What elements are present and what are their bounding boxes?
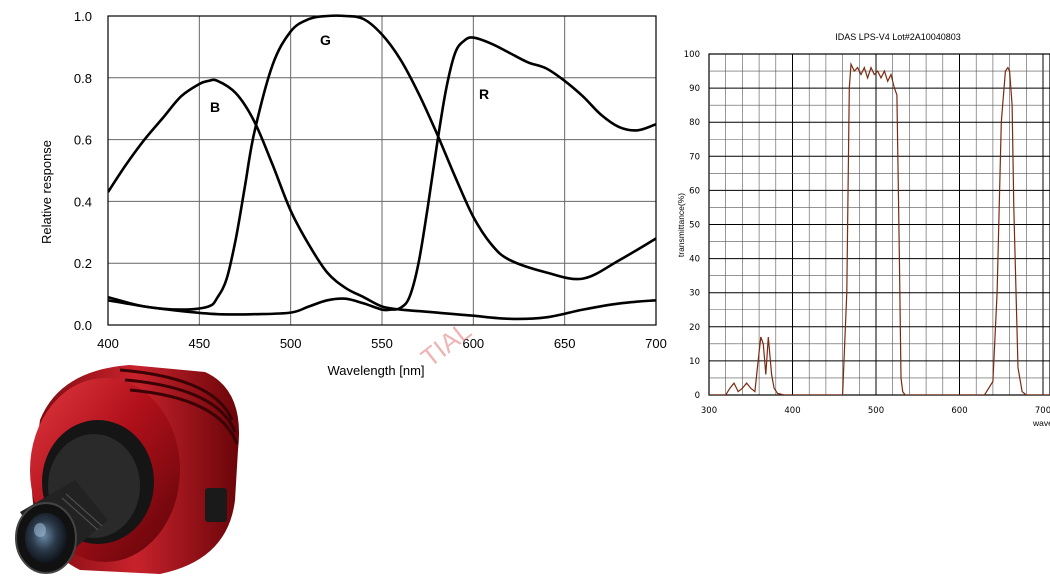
chart1-y-tick-label: 0.0 [74, 318, 92, 333]
filter-transmittance-chart: IDAS LPS-V4 Lot#2A10040803 300 400 500 600 7… [676, 32, 1050, 428]
chart1-x-tick-label: 500 [280, 336, 302, 351]
chart2-y-tick-label: 60 [689, 186, 700, 196]
chart2-y-tick-label: 30 [689, 289, 700, 299]
chart1-curve-label-r: R [479, 86, 489, 102]
chart2-y-tick-label: 70 [689, 152, 700, 162]
chart2-x-tick-label: 500 [868, 406, 884, 416]
chart1-plot-frame [107, 15, 657, 326]
chart2-y-tick-label: 0 [695, 391, 700, 401]
chart1-curve-label-g: G [320, 32, 331, 48]
chart2-y-tick-label: 90 [689, 84, 700, 94]
chart2-title: IDAS LPS-V4 Lot#2A10040803 [835, 32, 961, 42]
red-astronomy-camera-icon [15, 365, 240, 574]
chart1-y-tick-label: 0.6 [74, 133, 92, 148]
chart2-transmittance-line [709, 61, 1050, 395]
chart2-y-tick-label: 40 [689, 255, 700, 265]
chart1-series-b-line [108, 78, 656, 321]
chart2-y-tick-label: 50 [689, 221, 700, 231]
chart2-y-tick-label: 20 [689, 323, 700, 333]
chart2-x-tick-label: 600 [951, 406, 967, 416]
chart2-y-tick-label: 10 [689, 357, 700, 367]
chart1-x-tick-label: 700 [645, 336, 667, 351]
chart2-y-axis-label: transmittance(%) [676, 193, 686, 257]
chart1-y-tick-label: 1.0 [74, 9, 92, 24]
chart1-y-tick-label: 0.2 [74, 256, 92, 271]
chart2-x-axis-label: wavelength [1032, 418, 1050, 428]
chart1-x-axis-label: Wavelength [nm] [327, 363, 424, 378]
chart2-y-tick-label: 100 [684, 50, 700, 60]
chart1-y-axis-label: Relative response [39, 140, 54, 244]
chart1-series-r-line [108, 36, 656, 316]
chart1-x-tick-label: 650 [554, 336, 576, 351]
chart2-x-tick-label: 700 [1035, 406, 1050, 416]
chart1-y-tick-label: 0.8 [74, 71, 92, 86]
chart1-series-g-line [108, 14, 656, 311]
chart1-curve-label-b: B [210, 99, 220, 115]
rgb-response-chart: 400 450 500 550 600 650 700 0.0 0.2 0.4 0.6 0.8 1.0… [39, 9, 667, 378]
chart2-x-tick-label: 300 [701, 406, 717, 416]
chart2-y-tick-label: 80 [689, 118, 700, 128]
chart1-x-tick-label: 400 [97, 336, 119, 351]
chart1-x-tick-label: 600 [462, 336, 484, 351]
chart1-y-tick-label: 0.4 [74, 194, 92, 209]
chart1-x-tick-label: 450 [188, 336, 210, 351]
chart2-x-tick-label: 400 [784, 406, 800, 416]
chart1-x-tick-label: 550 [371, 336, 393, 351]
